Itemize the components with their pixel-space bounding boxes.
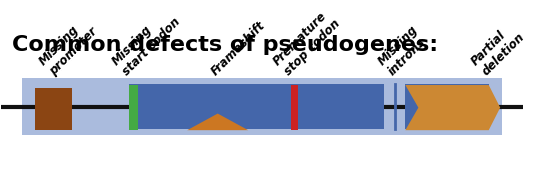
Bar bbox=[22, 78, 502, 135]
Bar bbox=[406, 84, 489, 129]
Text: Premature
stop codon: Premature stop codon bbox=[271, 7, 342, 78]
Bar bbox=[291, 85, 299, 130]
Text: Missing
start codon: Missing start codon bbox=[109, 5, 183, 78]
Polygon shape bbox=[406, 85, 500, 130]
Bar bbox=[129, 84, 384, 129]
Text: Common defects of pseudogenes:: Common defects of pseudogenes: bbox=[12, 35, 438, 55]
Text: Missing
promoter: Missing promoter bbox=[36, 15, 100, 78]
Bar bbox=[35, 88, 72, 130]
Text: Frameshift: Frameshift bbox=[208, 19, 268, 78]
Polygon shape bbox=[187, 114, 248, 130]
Text: Missing
introns: Missing introns bbox=[375, 23, 430, 78]
Text: Partial
deletion: Partial deletion bbox=[469, 20, 527, 78]
Bar bbox=[129, 85, 138, 130]
